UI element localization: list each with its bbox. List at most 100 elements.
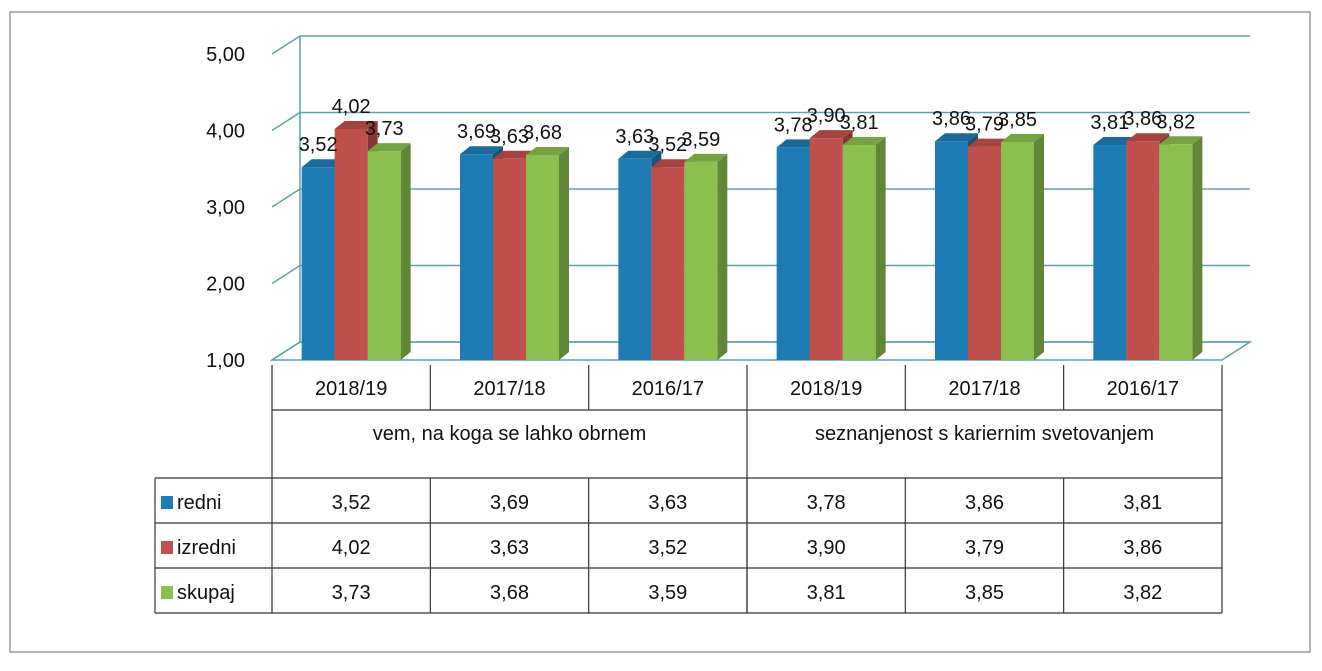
table-value: 3,81 <box>807 582 846 604</box>
legend-swatch <box>161 496 173 509</box>
bar-top <box>367 143 411 152</box>
table-value: 3,86 <box>965 492 1004 514</box>
value-label: 3,86 <box>932 108 971 130</box>
table-value: 3,59 <box>648 582 687 604</box>
bar-top <box>968 138 1011 147</box>
bar-side <box>875 137 886 360</box>
y-tick-label: 4,00 <box>206 121 245 143</box>
bar-top <box>301 159 345 168</box>
y-tick-label: 3,00 <box>206 197 245 219</box>
bar-top <box>526 146 569 155</box>
bar-side <box>559 146 569 360</box>
y-tick-label: 1,00 <box>206 350 245 372</box>
bar-top <box>460 146 503 155</box>
table-value: 3,86 <box>1123 537 1162 559</box>
table-value: 3,81 <box>1123 492 1162 514</box>
value-label: 3,73 <box>365 118 404 140</box>
bar <box>842 145 876 360</box>
bar <box>651 167 685 360</box>
bar <box>618 158 652 360</box>
bar-side <box>400 143 411 360</box>
bar <box>367 151 401 360</box>
table-value: 3,90 <box>807 537 846 559</box>
table-value: 3,73 <box>332 582 371 604</box>
bar-side <box>717 153 728 360</box>
value-label: 3,78 <box>774 114 813 136</box>
bar-top <box>842 137 886 146</box>
bar-top <box>651 159 695 168</box>
bar-side <box>1192 136 1203 360</box>
category-label: 2017/18 <box>473 378 545 400</box>
value-label: 3,86 <box>1123 108 1162 130</box>
value-label: 3,82 <box>1156 111 1195 133</box>
legend-label: skupaj <box>177 582 235 604</box>
grid-line <box>271 35 1250 55</box>
value-label: 3,81 <box>1090 112 1129 134</box>
value-label: 3,81 <box>840 112 879 134</box>
legend-label: izredni <box>177 537 236 559</box>
frame <box>9 11 1311 653</box>
table-value: 3,63 <box>648 492 687 514</box>
group-label: seznanjenost s kariernim svetovanjem <box>815 423 1154 445</box>
bar <box>334 128 368 360</box>
table-value: 3,79 <box>965 537 1004 559</box>
bar <box>809 138 843 360</box>
legend-label: redni <box>177 492 221 514</box>
bar <box>1093 145 1127 360</box>
value-label: 3,68 <box>523 122 562 144</box>
bar <box>935 141 968 360</box>
bar-top <box>334 120 378 129</box>
value-label: 3,52 <box>648 134 687 156</box>
table-value: 3,82 <box>1123 582 1162 604</box>
value-label: 3,79 <box>965 114 1004 136</box>
table-value: 3,68 <box>490 582 529 604</box>
value-label: 3,90 <box>807 105 846 127</box>
bar <box>1001 141 1034 360</box>
value-label: 3,52 <box>299 134 338 156</box>
y-tick-label: 2,00 <box>206 274 245 296</box>
bar <box>1126 141 1160 360</box>
table-value: 3,52 <box>648 537 687 559</box>
value-label: 3,59 <box>681 129 720 151</box>
bar-top <box>1093 137 1137 146</box>
group-label: vem, na koga se lahko obrnem <box>373 423 647 445</box>
bar-top <box>809 130 853 139</box>
category-label: 2018/19 <box>790 378 862 400</box>
bar <box>301 167 335 360</box>
value-label: 3,63 <box>490 126 529 148</box>
y-tick-label: 5,00 <box>206 44 245 66</box>
bar-top <box>1001 133 1044 142</box>
table-value: 4,02 <box>332 537 371 559</box>
bar <box>1159 144 1193 360</box>
bar <box>460 154 493 360</box>
table-value: 3,52 <box>332 492 371 514</box>
category-label: 2018/19 <box>315 378 387 400</box>
bar <box>526 154 559 360</box>
bar-top <box>684 153 728 162</box>
bar-top <box>935 133 978 142</box>
value-label: 3,63 <box>615 126 654 148</box>
legend-swatch <box>161 586 173 599</box>
bar <box>684 161 718 360</box>
value-label: 3,69 <box>457 121 496 143</box>
bar-top <box>1126 133 1170 142</box>
bar <box>493 158 526 360</box>
category-label: 2016/17 <box>632 378 704 400</box>
table-value: 3,85 <box>965 582 1004 604</box>
bar <box>968 146 1001 360</box>
bar-top <box>493 150 536 159</box>
table-value: 3,63 <box>490 537 529 559</box>
category-label: 2016/17 <box>1107 378 1179 400</box>
bar-top <box>618 150 662 159</box>
bar-side <box>1034 133 1044 360</box>
table-value: 3,69 <box>490 492 529 514</box>
legend-swatch <box>161 541 173 554</box>
category-label: 2017/18 <box>948 378 1020 400</box>
bar <box>776 147 810 360</box>
bar-top <box>776 139 820 148</box>
value-label: 3,85 <box>998 109 1037 131</box>
table-value: 3,78 <box>807 492 846 514</box>
bar-top <box>1159 136 1203 145</box>
value-label: 4,02 <box>332 96 371 118</box>
